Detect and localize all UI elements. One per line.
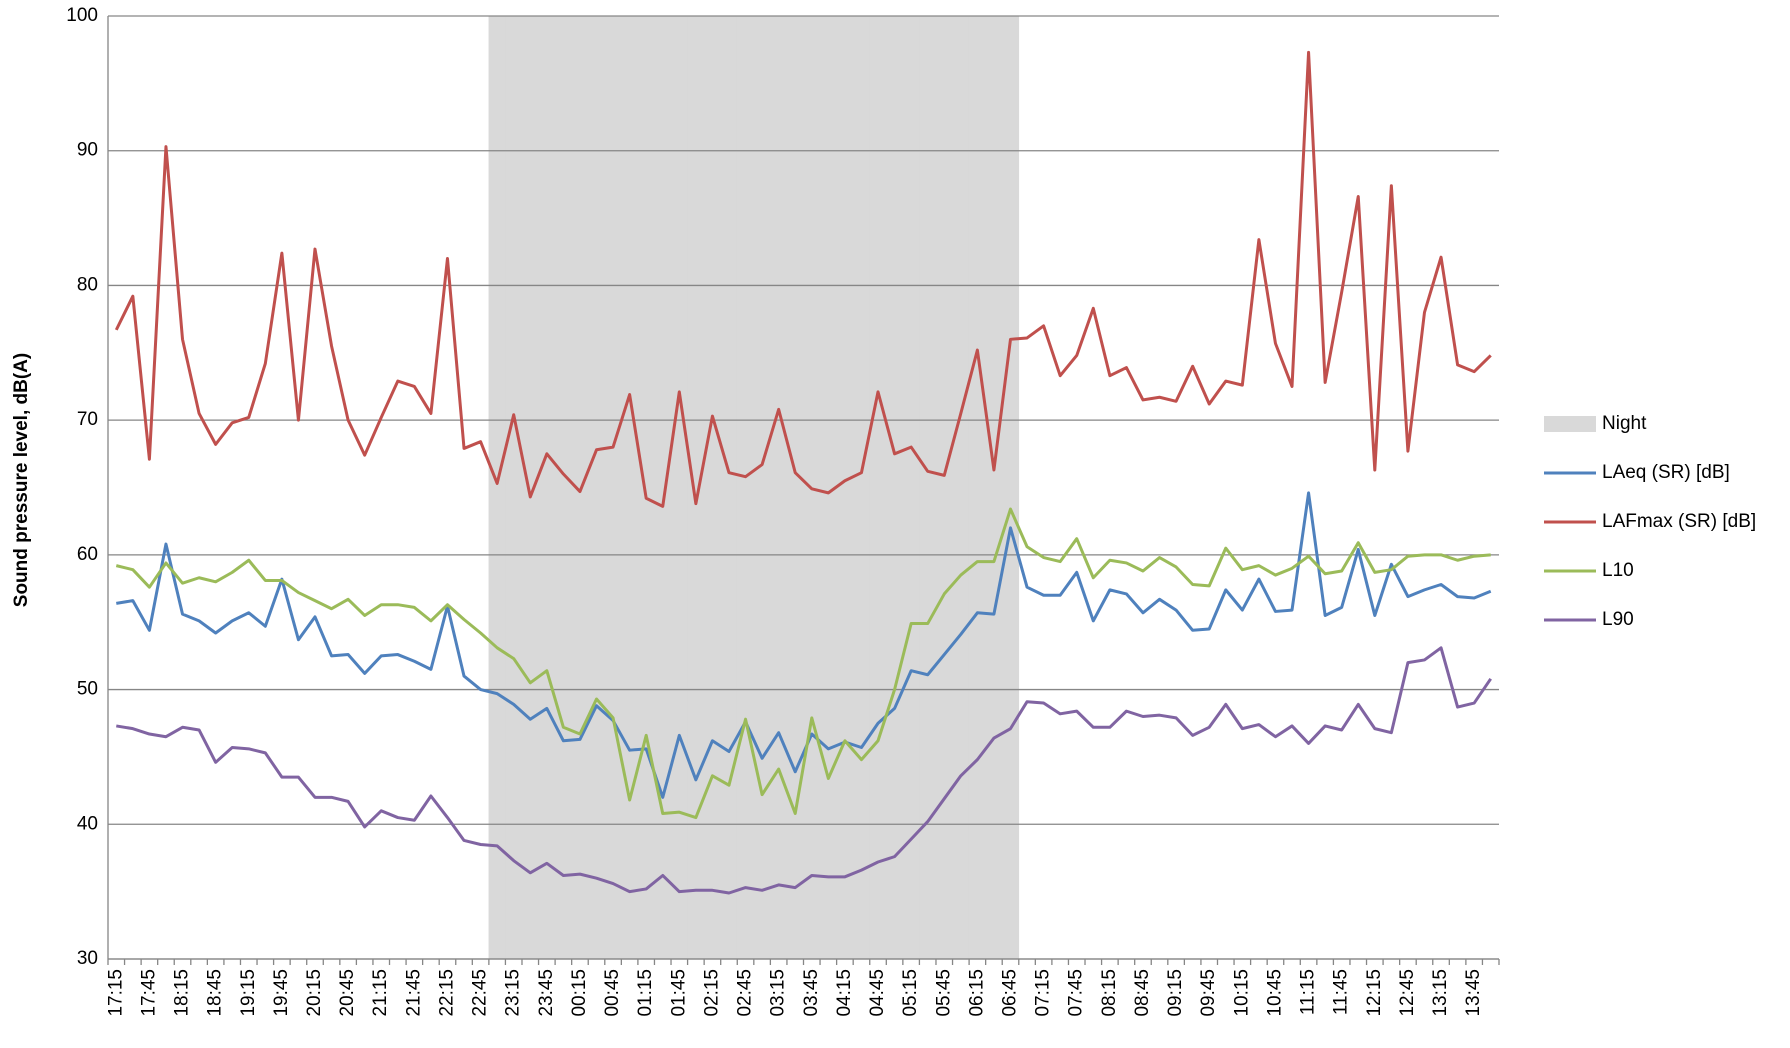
- x-tick-label: 21:45: [403, 969, 424, 1017]
- x-tick-label: 21:15: [370, 969, 391, 1017]
- x-tick-label: 00:15: [569, 969, 590, 1017]
- x-tick-label: 10:45: [1264, 969, 1285, 1017]
- legend-label: LAFmax (SR) [dB]: [1602, 511, 1756, 532]
- x-tick-label: 04:15: [834, 969, 855, 1017]
- x-tick-label: 11:15: [1298, 969, 1319, 1015]
- night-bar: [753, 16, 771, 959]
- legend-label: LAeq (SR) [dB]: [1602, 462, 1730, 483]
- series-line: [115, 507, 1491, 820]
- x-tick-label: 19:15: [238, 969, 259, 1017]
- series-line: [116, 646, 1492, 895]
- night-bar: [819, 16, 837, 959]
- bar-layer: [488, 16, 1020, 959]
- line-layer: [114, 50, 1492, 895]
- legend-label: Night: [1602, 413, 1647, 434]
- x-tick-label: 23:45: [536, 969, 557, 1017]
- x-tick-label: 13:45: [1463, 969, 1484, 1017]
- y-tick-label: 70: [77, 409, 98, 430]
- x-tick-label: 13:15: [1430, 969, 1451, 1017]
- x-tick-label: 10:15: [1231, 969, 1252, 1017]
- night-bar: [869, 16, 887, 959]
- x-tick-label: 07:45: [1066, 969, 1087, 1017]
- night-bar: [604, 16, 622, 959]
- x-tick-label: 18:45: [205, 969, 226, 1017]
- x-tick-label: 01:15: [635, 969, 656, 1017]
- night-bar: [985, 16, 1003, 959]
- y-tick-label: 60: [77, 544, 98, 565]
- night-bar: [1001, 16, 1020, 959]
- legend-label: L10: [1602, 560, 1634, 581]
- x-tick-label: 08:45: [1132, 969, 1153, 1017]
- x-tick-label: 00:45: [602, 969, 623, 1017]
- x-tick-label: 06:15: [966, 969, 987, 1017]
- night-bar: [852, 16, 871, 959]
- night-bar: [538, 16, 556, 959]
- y-tick-label: 30: [77, 948, 98, 969]
- night-bar: [736, 16, 755, 959]
- y-tick-label: 80: [77, 274, 98, 295]
- night-bar: [902, 16, 920, 959]
- x-tick-label: 05:15: [900, 969, 921, 1017]
- night-bar: [554, 16, 572, 959]
- series-line: [116, 491, 1492, 799]
- x-tick-label: 23:15: [503, 969, 524, 1017]
- night-bar: [786, 16, 804, 959]
- night-bar: [770, 16, 788, 959]
- night-bar: [885, 16, 904, 959]
- x-tick-label: 08:15: [1099, 969, 1120, 1017]
- y-tick-label: 50: [77, 679, 98, 700]
- x-tick-label: 01:45: [668, 969, 689, 1017]
- x-tick-label: 17:45: [138, 969, 159, 1017]
- x-tick-label: 11:45: [1331, 969, 1352, 1015]
- night-bar: [687, 16, 705, 959]
- x-tick-label: 12:45: [1397, 969, 1418, 1017]
- x-tick-label: 20:45: [337, 969, 358, 1017]
- night-bar: [670, 16, 688, 959]
- x-tick-label: 18:15: [172, 969, 193, 1017]
- y-axis-title: Sound pressure level, dB(A): [11, 353, 32, 607]
- night-bar: [919, 16, 937, 959]
- x-tick-label: 19:45: [271, 969, 292, 1017]
- x-tick-label: 03:45: [801, 969, 822, 1017]
- x-tick-label: 12:15: [1364, 969, 1385, 1017]
- night-bar: [521, 16, 539, 959]
- series-line: [114, 50, 1492, 508]
- x-tick-label: 02:15: [701, 969, 722, 1017]
- night-bar: [703, 16, 722, 959]
- night-bar: [720, 16, 738, 959]
- night-bar: [488, 16, 506, 959]
- night-bar: [836, 16, 854, 959]
- x-tick-label: 22:15: [436, 969, 457, 1017]
- x-tick-label: 09:45: [1198, 969, 1219, 1017]
- legend-label: L90: [1602, 609, 1634, 630]
- y-tick-label: 100: [66, 5, 98, 26]
- x-tick-label: 09:15: [1165, 969, 1186, 1017]
- y-tick-label: 90: [77, 140, 98, 161]
- night-bar: [654, 16, 672, 959]
- night-bar: [621, 16, 639, 959]
- x-tick-label: 22:45: [470, 969, 491, 1017]
- x-tick-label: 02:45: [735, 969, 756, 1017]
- legend-swatch: [1544, 416, 1596, 432]
- night-bar: [935, 16, 953, 959]
- x-tick-label: 20:15: [304, 969, 325, 1017]
- night-bar: [952, 16, 970, 959]
- night-bar: [587, 16, 606, 959]
- y-tick-label: 40: [77, 813, 98, 834]
- night-bar: [505, 16, 523, 959]
- x-tick-label: 07:15: [1033, 969, 1054, 1017]
- x-tick-label: 04:45: [867, 969, 888, 1017]
- x-tick-label: 05:45: [933, 969, 954, 1017]
- night-bar: [968, 16, 986, 959]
- night-bar: [637, 16, 655, 959]
- x-tick-label: 03:15: [768, 969, 789, 1017]
- x-tick-label: 06:45: [1000, 969, 1021, 1017]
- x-tick-label: 17:15: [105, 969, 126, 1017]
